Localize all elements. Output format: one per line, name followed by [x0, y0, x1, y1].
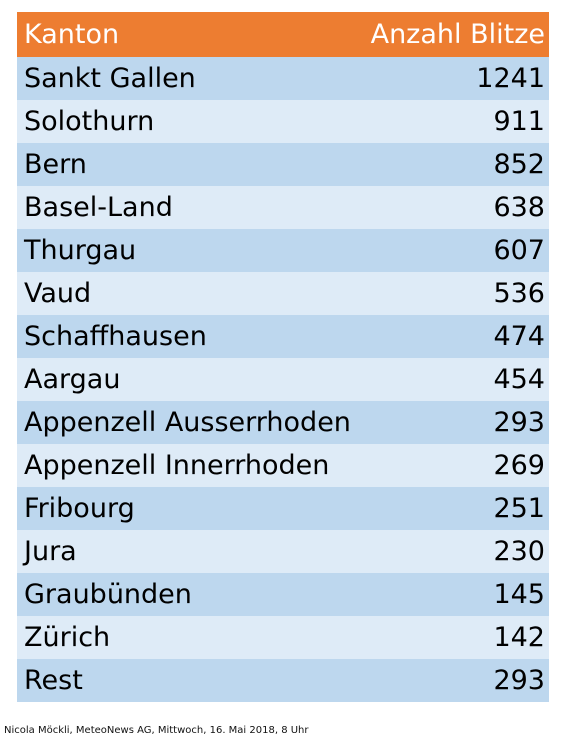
kanton-cell: Rest [24, 665, 83, 696]
kanton-cell: Appenzell Innerrhoden [24, 450, 330, 481]
kanton-cell: Solothurn [24, 106, 155, 137]
table-row: Graubünden 145 [17, 573, 549, 616]
table-row: Aargau 454 [17, 358, 549, 401]
lightning-table: Kanton Anzahl Blitze Sankt Gallen 1241 Sol… [17, 12, 549, 702]
table-row: Sankt Gallen 1241 [17, 57, 549, 100]
kanton-cell: Aargau [24, 364, 121, 395]
anzahl-blitze-cell: 536 [493, 278, 545, 309]
table-row: Solothurn 911 [17, 100, 549, 143]
kanton-cell: Fribourg [24, 493, 135, 524]
table-row: Fribourg 251 [17, 487, 549, 530]
anzahl-blitze-cell: 474 [493, 321, 545, 352]
anzahl-blitze-cell: 638 [493, 192, 545, 223]
anzahl-blitze-cell: 293 [493, 665, 545, 696]
kanton-cell: Bern [24, 149, 87, 180]
kanton-cell: Appenzell Ausserrhoden [24, 407, 351, 438]
anzahl-blitze-cell: 293 [493, 407, 545, 438]
table-row: Rest 293 [17, 659, 549, 702]
kanton-cell: Thurgau [24, 235, 137, 266]
kanton-cell: Schaffhausen [24, 321, 207, 352]
anzahl-blitze-cell: 145 [493, 579, 545, 610]
anzahl-blitze-cell: 251 [493, 493, 545, 524]
anzahl-blitze-cell: 852 [493, 149, 545, 180]
table-row: Schaffhausen 474 [17, 315, 549, 358]
anzahl-blitze-cell: 269 [493, 450, 545, 481]
table-row: Jura 230 [17, 530, 549, 573]
anzahl-blitze-cell: 142 [493, 622, 545, 653]
table-row: Appenzell Innerrhoden 269 [17, 444, 549, 487]
anzahl-blitze-cell: 454 [493, 364, 545, 395]
header-anzahl-blitze: Anzahl Blitze [370, 19, 545, 50]
table-row: Vaud 536 [17, 272, 549, 315]
header-kanton: Kanton [24, 19, 120, 50]
kanton-cell: Sankt Gallen [24, 63, 196, 94]
table-header: Kanton Anzahl Blitze [17, 12, 549, 57]
table-row: Appenzell Ausserrhoden 293 [17, 401, 549, 444]
kanton-cell: Basel-Land [24, 192, 173, 223]
anzahl-blitze-cell: 607 [493, 235, 545, 266]
kanton-cell: Graubünden [24, 579, 192, 610]
table-row: Zürich 142 [17, 616, 549, 659]
table-body: Sankt Gallen 1241 Solothurn 911 Bern 852 Basel… [17, 57, 549, 702]
source-caption: Nicola Möckli, MeteoNews AG, Mittwoch, 1… [4, 725, 309, 736]
kanton-cell: Zürich [24, 622, 111, 653]
anzahl-blitze-cell: 230 [493, 536, 545, 567]
anzahl-blitze-cell: 911 [493, 106, 545, 137]
kanton-cell: Vaud [24, 278, 92, 309]
anzahl-blitze-cell: 1241 [476, 63, 545, 94]
kanton-cell: Jura [24, 536, 77, 567]
table-row: Basel-Land 638 [17, 186, 549, 229]
table-row: Thurgau 607 [17, 229, 549, 272]
table-row: Bern 852 [17, 143, 549, 186]
